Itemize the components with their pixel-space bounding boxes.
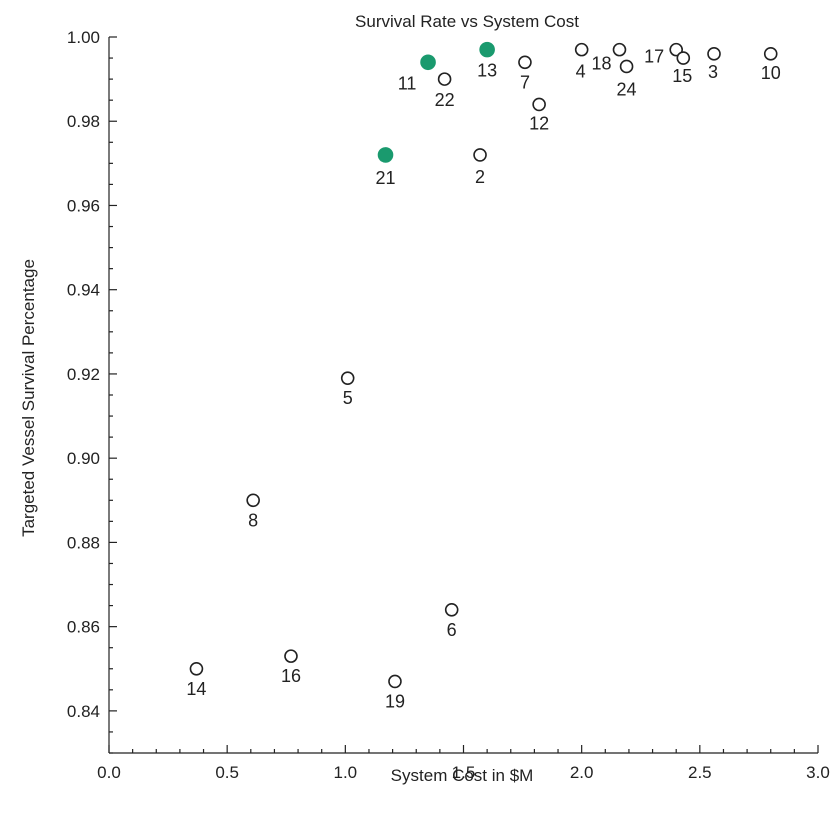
- y-tick-label: 0.90: [67, 449, 100, 468]
- data-point: [420, 54, 436, 71]
- data-point-label: 6: [447, 620, 457, 640]
- data-point: [284, 649, 298, 663]
- data-point-label: 13: [477, 61, 497, 81]
- y-tick-label: 0.88: [67, 533, 100, 552]
- data-point: [388, 674, 402, 689]
- data-point-label: 11: [398, 73, 417, 93]
- data-point-label: 15: [672, 66, 692, 86]
- x-tick-label: 3.0: [806, 763, 830, 782]
- data-point-label: 3: [708, 62, 718, 82]
- x-axis-ticks: 0.0 0.5 1.0 1.5 2.0 2.5 3.0: [97, 745, 830, 782]
- data-point-label: 5: [343, 388, 353, 408]
- y-tick-label: 0.92: [67, 365, 100, 384]
- data-point: [479, 41, 495, 58]
- data-point: [473, 148, 487, 162]
- data-point: [619, 59, 634, 74]
- data-point-label: 2: [475, 167, 485, 187]
- data-point: [763, 47, 778, 61]
- data-point-label: 16: [281, 666, 301, 686]
- data-point: [676, 51, 691, 65]
- y-axis-label: Targeted Vessel Survival Percentage: [19, 259, 38, 537]
- data-point: [189, 661, 204, 676]
- data-point-label: 8: [248, 510, 258, 530]
- y-tick-label: 0.98: [67, 112, 100, 131]
- x-tick-label: 0.0: [97, 763, 121, 782]
- data-point: [532, 97, 546, 112]
- data-point-label: 4: [576, 62, 586, 82]
- y-axis-ticks: 0.84 0.86 0.88 0.90 0.92 0.94 0.96 0.98 1.00: [67, 28, 117, 754]
- data-point: [340, 371, 355, 385]
- data-point-label: 18: [591, 54, 611, 74]
- data-point: [444, 602, 459, 617]
- x-tick-label: 2.5: [688, 763, 712, 782]
- data-point: [707, 47, 721, 61]
- chart-title: Survival Rate vs System Cost: [355, 12, 579, 31]
- x-tick-label: 1.0: [334, 763, 358, 782]
- y-tick-label: 0.94: [67, 281, 100, 300]
- data-point: [612, 42, 627, 57]
- point-labels: 14 8 16 5 21 19 11 22 6 2 13 7 12 4 18 24 17 15 3 10: [186, 47, 780, 712]
- y-tick-label: 0.86: [67, 618, 100, 637]
- data-point: [377, 147, 394, 163]
- x-axis-label: System Cost in $M: [391, 766, 534, 785]
- data-points: [189, 41, 778, 689]
- data-point-label: 14: [186, 679, 206, 699]
- data-point-label: 17: [644, 47, 664, 67]
- data-point: [518, 55, 532, 70]
- data-point-label: 22: [435, 90, 455, 110]
- x-tick-label: 1.5: [452, 763, 476, 782]
- x-tick-label: 0.5: [215, 763, 239, 782]
- data-point-label: 7: [520, 72, 530, 92]
- data-point-label: 12: [529, 113, 549, 133]
- x-tick-label: 2.0: [570, 763, 594, 782]
- data-point-label: 19: [385, 691, 405, 711]
- y-tick-label: 0.96: [67, 196, 100, 215]
- data-point-label: 24: [617, 79, 637, 99]
- axes: [108, 37, 818, 754]
- data-point: [574, 42, 589, 57]
- y-tick-label: 1.00: [67, 28, 100, 47]
- y-tick-label: 0.84: [67, 702, 100, 721]
- data-point-label: 10: [761, 63, 781, 83]
- data-point-label: 21: [375, 168, 395, 188]
- data-point: [246, 493, 260, 508]
- data-point: [437, 72, 452, 86]
